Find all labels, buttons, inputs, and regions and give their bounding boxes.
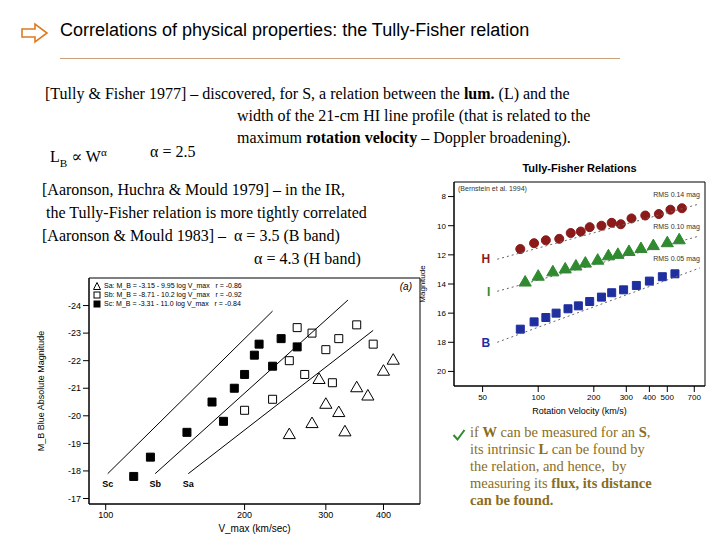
html-text:can be found.: can be found.: [470, 492, 554, 508]
svg-text:-20: -20: [68, 411, 81, 421]
html-text:if W can be measured for an S,: if W can be measured for an S,: [470, 424, 651, 440]
html-text:LB∝ Wα: LB∝ Wα: [50, 146, 107, 169]
svg-text:200: 200: [237, 510, 252, 520]
svg-text:400: 400: [643, 393, 657, 402]
html-text:[Tully & Fisher 1977] – discov: [Tully & Fisher 1977] – discovered, for …: [45, 85, 570, 102]
svg-text:-21: -21: [68, 383, 81, 393]
svg-text:Sb: Sb: [149, 479, 161, 489]
html-text:the relation, and hence, by: the relation, and hence, by: [470, 458, 627, 474]
html-text:measuring its flux, its distan: measuring its flux, its distance: [470, 475, 652, 491]
html-text:(a): (a): [399, 281, 412, 292]
svg-text:Sa: Sa: [183, 479, 195, 489]
svg-text:14: 14: [437, 280, 446, 289]
svg-text:H: H: [482, 252, 491, 266]
svg-text:200: 200: [587, 393, 601, 402]
svg-text:I: I: [487, 285, 490, 299]
html-text:Correlations of physical prope: Correlations of physical properties: the…: [60, 20, 530, 40]
html-text:Tully-Fisher Relations: Tully-Fisher Relations: [522, 162, 637, 174]
svg-text:B: B: [482, 336, 491, 350]
svg-text:Rotation Velocity (km/s): Rotation Velocity (km/s): [532, 406, 627, 416]
svg-text:-23: -23: [68, 328, 81, 338]
svg-text:700: 700: [688, 393, 702, 402]
svg-text:8: 8: [442, 192, 447, 201]
svg-text:18: 18: [437, 338, 446, 347]
html-text:Sa: M_B = -3.15 - 9.95 log V_m: Sa: M_B = -3.15 - 9.95 log V_max r = -0.…: [104, 282, 242, 289]
svg-text:100: 100: [532, 393, 546, 402]
html-text:maximum rotation velocity – Do: maximum rotation velocity – Doppler broa…: [237, 129, 571, 146]
svg-text:500: 500: [661, 393, 675, 402]
svg-text:V_max (km/sec): V_max (km/sec): [218, 523, 290, 534]
html-text:Sc: M_B = -3.31 - 11.0 log V_m: Sc: M_B = -3.31 - 11.0 log V_max r = -0.…: [104, 300, 241, 308]
svg-text:10: 10: [437, 222, 446, 231]
svg-text:-24: -24: [68, 301, 81, 311]
svg-text:50: 50: [478, 393, 487, 402]
svg-text:300: 300: [620, 393, 634, 402]
html-text:α = 4.3 (H band): α = 4.3 (H band): [254, 250, 361, 267]
html-text:[Aaronson, Huchra & Mould 1979: [Aaronson, Huchra & Mould 1979] – in the…: [42, 181, 346, 198]
html-text:the Tully-Fisher relation is m: the Tully-Fisher relation is more tightl…: [46, 204, 367, 221]
svg-text:-19: -19: [68, 439, 81, 449]
svg-text:400: 400: [376, 510, 391, 520]
svg-text:M_B Blue Absolute Magnitude: M_B Blue Absolute Magnitude: [36, 331, 46, 452]
html-text:α = 2.5: α = 2.5: [150, 143, 196, 160]
html-text:width of the 21-cm HI line pro: width of the 21-cm HI line profile (that…: [237, 107, 591, 124]
svg-text:-22: -22: [68, 356, 81, 366]
svg-text:12: 12: [437, 251, 446, 260]
svg-text:Sc: Sc: [102, 479, 113, 489]
html-text:Sb: M_B = -8.71 - 10.2 log V_m: Sb: M_B = -8.71 - 10.2 log V_max r = -0.…: [104, 291, 242, 299]
html-text:(Bernstein et al. 1994): (Bernstein et al. 1994): [458, 185, 527, 192]
svg-text:300: 300: [318, 510, 333, 520]
html-text:its intrinsic L can be found b: its intrinsic L can be found by: [470, 441, 645, 457]
svg-text:-18: -18: [68, 466, 81, 476]
html-text:[Aaronson & Mould 1983] – α =: [Aaronson & Mould 1983] – α = 3.5 (B ban…: [42, 227, 340, 244]
svg-text:-17: -17: [68, 494, 81, 504]
svg-text:RMS 0.14 mag: RMS 0.14 mag: [653, 191, 700, 199]
svg-text:Magnitude: Magnitude: [418, 265, 427, 303]
svg-text:100: 100: [98, 510, 113, 520]
svg-text:RMS 0.05 mag: RMS 0.05 mag: [653, 255, 700, 263]
svg-text:RMS 0.10 mag: RMS 0.10 mag: [653, 223, 700, 231]
svg-text:16: 16: [437, 309, 446, 318]
svg-text:20: 20: [437, 367, 446, 376]
